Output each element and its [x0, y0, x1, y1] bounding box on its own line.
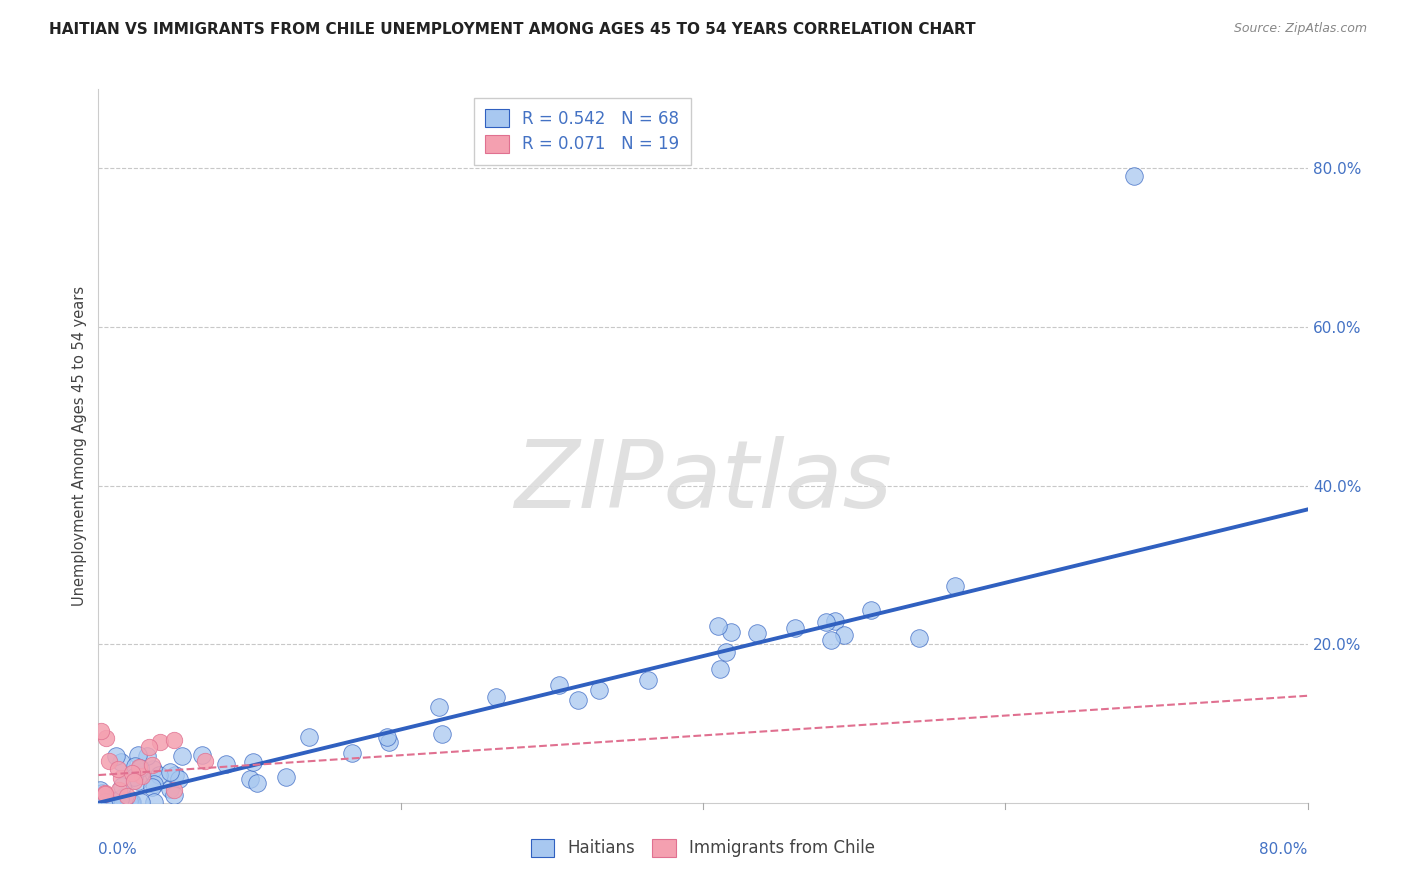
Point	[298, 731, 321, 745]
Point	[110, 795, 132, 809]
Point	[127, 747, 149, 762]
Legend: Haitians, Immigrants from Chile: Haitians, Immigrants from Chile	[523, 830, 883, 866]
Text: 0.0%: 0.0%	[98, 842, 138, 857]
Point	[340, 746, 363, 760]
Point	[142, 795, 165, 809]
Y-axis label: Unemployment Among Ages 45 to 54 years: Unemployment Among Ages 45 to 54 years	[72, 286, 87, 606]
Point	[141, 780, 163, 794]
Point	[707, 619, 730, 633]
Point	[375, 730, 398, 744]
Point	[832, 628, 855, 642]
Point	[103, 795, 125, 809]
Point	[118, 794, 141, 808]
Point	[820, 632, 842, 647]
Point	[89, 795, 111, 809]
Point	[121, 766, 143, 780]
Point	[163, 782, 186, 797]
Point	[148, 767, 170, 781]
Point	[242, 756, 264, 770]
Point	[149, 735, 172, 749]
Point	[129, 768, 152, 782]
Point	[143, 777, 166, 791]
Point	[89, 782, 111, 797]
Point	[167, 772, 190, 786]
Point	[165, 767, 187, 781]
Point	[107, 762, 129, 776]
Point	[720, 625, 742, 640]
Point	[378, 735, 401, 749]
Point	[108, 792, 131, 806]
Point	[1122, 169, 1144, 184]
Point	[860, 602, 883, 616]
Point	[159, 781, 181, 796]
Point	[127, 774, 149, 789]
Point	[142, 762, 165, 776]
Point	[104, 748, 127, 763]
Point	[136, 748, 159, 763]
Point	[246, 776, 269, 790]
Point	[567, 693, 589, 707]
Point	[131, 795, 153, 809]
Point	[194, 754, 217, 768]
Point	[141, 758, 163, 772]
Point	[115, 789, 138, 804]
Point	[110, 756, 132, 770]
Point	[637, 673, 659, 687]
Point	[110, 771, 132, 785]
Point	[485, 690, 508, 704]
Point	[547, 678, 569, 692]
Point	[94, 731, 117, 746]
Point	[159, 764, 181, 779]
Point	[747, 626, 769, 640]
Point	[93, 787, 115, 801]
Point	[98, 795, 121, 809]
Point	[121, 795, 143, 809]
Point	[104, 795, 127, 809]
Point	[163, 788, 186, 802]
Point	[98, 755, 121, 769]
Point	[908, 631, 931, 645]
Point	[824, 614, 846, 628]
Point	[129, 761, 152, 775]
Point	[239, 772, 262, 787]
Point	[94, 786, 117, 800]
Point	[128, 760, 150, 774]
Text: Source: ZipAtlas.com: Source: ZipAtlas.com	[1233, 22, 1367, 36]
Point	[945, 579, 967, 593]
Point	[96, 790, 118, 805]
Point	[432, 727, 454, 741]
Point	[709, 662, 731, 676]
Point	[163, 732, 186, 747]
Point	[783, 621, 806, 635]
Point	[122, 770, 145, 784]
Point	[124, 759, 146, 773]
Point	[94, 795, 117, 809]
Text: HAITIAN VS IMMIGRANTS FROM CHILE UNEMPLOYMENT AMONG AGES 45 TO 54 YEARS CORRELAT: HAITIAN VS IMMIGRANTS FROM CHILE UNEMPLO…	[49, 22, 976, 37]
Text: ZIPatlas: ZIPatlas	[515, 436, 891, 527]
Point	[122, 773, 145, 788]
Point	[427, 700, 450, 714]
Point	[91, 786, 114, 800]
Point	[138, 740, 160, 755]
Point	[588, 682, 610, 697]
Point	[815, 615, 838, 629]
Point	[214, 757, 236, 772]
Point	[274, 770, 297, 784]
Point	[120, 795, 142, 809]
Text: 80.0%: 80.0%	[1260, 842, 1308, 857]
Point	[90, 723, 112, 738]
Point	[172, 749, 194, 764]
Point	[190, 747, 212, 762]
Point	[716, 645, 738, 659]
Point	[112, 790, 135, 805]
Point	[111, 779, 134, 793]
Point	[108, 795, 131, 809]
Point	[131, 769, 153, 783]
Point	[111, 794, 134, 808]
Point	[107, 783, 129, 797]
